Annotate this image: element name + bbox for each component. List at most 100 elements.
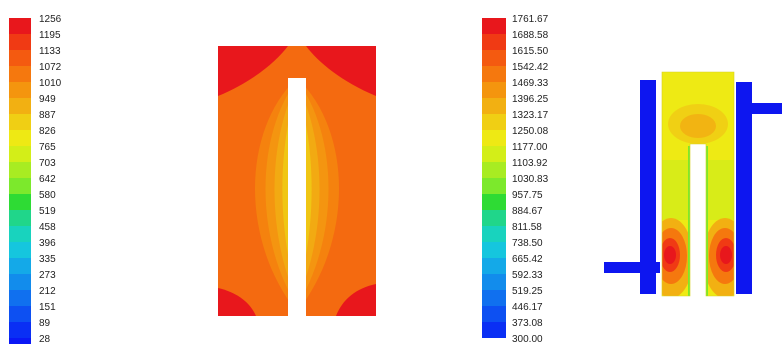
left-center-slot xyxy=(288,78,306,316)
legend-swatch xyxy=(482,18,506,34)
legend-label: 151 xyxy=(39,302,56,313)
right-dome-band-2 xyxy=(680,114,716,138)
legend-label: 373.08 xyxy=(512,318,543,329)
left-hot-corner-top-right xyxy=(306,46,376,96)
legend-swatch xyxy=(9,242,31,258)
legend-swatch xyxy=(482,242,506,258)
legend-swatch xyxy=(482,66,506,82)
legend-label: 1256 xyxy=(39,14,62,25)
legend-label: 1688.58 xyxy=(512,30,549,41)
legend-label: 642 xyxy=(39,174,56,185)
legend-swatch xyxy=(482,178,506,194)
legend-label: 1469.33 xyxy=(512,78,549,89)
legend-swatch xyxy=(482,82,506,98)
legend-swatch xyxy=(9,322,31,338)
legend-label: 884.67 xyxy=(512,206,543,217)
legend-swatch xyxy=(9,98,31,114)
right-hot-right-4 xyxy=(720,246,732,264)
legend-swatch xyxy=(9,306,31,322)
legend-swatch xyxy=(482,130,506,146)
right-left-blue-wall xyxy=(640,80,656,294)
right-bottom-left-arm xyxy=(604,262,660,273)
legend-swatch xyxy=(482,258,506,274)
left-color-legend: 1256 1195 1133 1072 1010 949 887 826 765 703 642 58… xyxy=(9,14,62,344)
legend-swatch xyxy=(9,130,31,146)
legend-swatch xyxy=(9,66,31,82)
legend-label: 1323.17 xyxy=(512,110,549,121)
legend-swatch xyxy=(482,162,506,178)
legend-swatch xyxy=(482,34,506,50)
legend-swatch xyxy=(482,146,506,162)
right-lower-band xyxy=(662,160,734,220)
legend-swatch xyxy=(9,274,31,290)
legend-label: 396 xyxy=(39,238,56,249)
legend-swatch xyxy=(9,226,31,242)
legend-swatch xyxy=(482,290,506,306)
legend-label: 89 xyxy=(39,318,51,329)
legend-swatch xyxy=(482,50,506,66)
right-slot-edge-left xyxy=(688,146,691,296)
legend-label: 826 xyxy=(39,126,56,137)
legend-label: 1177.00 xyxy=(512,142,548,153)
legend-swatch xyxy=(9,18,31,34)
legend-label: 738.50 xyxy=(512,238,543,249)
legend-label: 212 xyxy=(39,286,56,297)
legend-label: 1761.67 xyxy=(512,14,549,25)
legend-label: 519.25 xyxy=(512,286,543,297)
legend-label: 1133 xyxy=(39,46,61,57)
legend-swatch xyxy=(482,194,506,210)
legend-swatch xyxy=(9,114,31,130)
legend-swatch xyxy=(9,146,31,162)
legend-label: 1195 xyxy=(39,30,61,41)
legend-label: 335 xyxy=(39,254,56,265)
legend-swatch xyxy=(482,306,506,322)
legend-swatch xyxy=(9,178,31,194)
legend-swatch xyxy=(9,34,31,50)
legend-swatch xyxy=(9,290,31,306)
right-body-outline xyxy=(661,71,735,297)
right-color-legend: 1761.67 1688.58 1615.50 1542.42 1469.33 1396.… xyxy=(482,14,549,344)
legend-label: 592.33 xyxy=(512,270,543,281)
legend-swatch xyxy=(9,258,31,274)
legend-swatch xyxy=(9,210,31,226)
legend-swatch xyxy=(482,226,506,242)
legend-label: 28 xyxy=(39,334,51,344)
left-hot-corner-bottom-left xyxy=(218,288,256,316)
legend-label: 811.58 xyxy=(512,222,542,233)
right-slot-edge-right xyxy=(705,146,708,296)
legend-swatch xyxy=(9,194,31,210)
left-contour-plot xyxy=(218,46,376,316)
legend-swatch xyxy=(9,82,31,98)
legend-label: 887 xyxy=(39,110,56,121)
legend-swatch xyxy=(482,274,506,290)
legend-swatch xyxy=(9,50,31,66)
legend-label: 580 xyxy=(39,190,56,201)
legend-label: 273 xyxy=(39,270,56,281)
legend-label: 446.17 xyxy=(512,302,543,313)
legend-label: 949 xyxy=(39,94,56,105)
legend-label: 300.00 xyxy=(512,334,543,344)
legend-label: 1072 xyxy=(39,62,62,73)
legend-label: 1396.25 xyxy=(512,94,549,105)
legend-label: 957.75 xyxy=(512,190,543,201)
right-hot-left-4 xyxy=(664,246,676,264)
legend-label: 1250.08 xyxy=(512,126,549,137)
legend-swatch xyxy=(482,322,506,338)
legend-label: 458 xyxy=(39,222,56,233)
right-contour-plot xyxy=(604,71,782,297)
legend-label: 519 xyxy=(39,206,56,217)
legend-label: 1103.92 xyxy=(512,158,548,169)
legend-swatch xyxy=(482,114,506,130)
legend-swatch xyxy=(482,98,506,114)
left-hot-corner-bottom-right xyxy=(336,284,376,316)
legend-label: 1542.42 xyxy=(512,62,549,73)
right-right-blue-wall xyxy=(736,82,752,294)
right-top-right-arm xyxy=(752,103,782,114)
legend-label: 1030.83 xyxy=(512,174,549,185)
legend-label: 703 xyxy=(39,158,56,169)
legend-label: 665.42 xyxy=(512,254,543,265)
legend-label: 1615.50 xyxy=(512,46,549,57)
legend-label: 765 xyxy=(39,142,56,153)
legend-swatch xyxy=(9,162,31,178)
